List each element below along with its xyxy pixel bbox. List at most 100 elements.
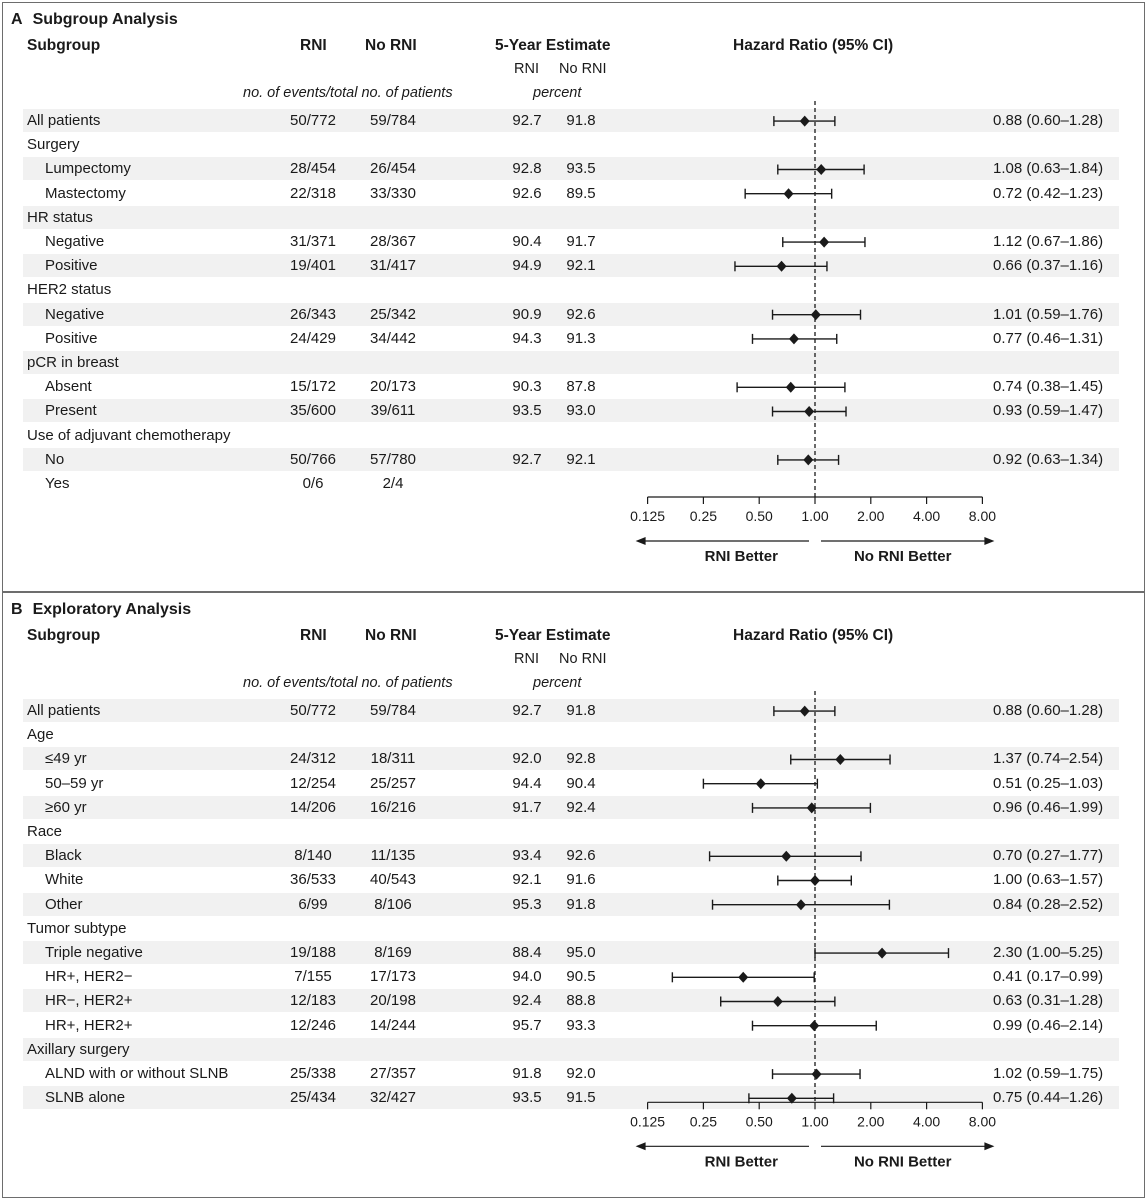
estimate-rni: 94.9 xyxy=(512,257,542,275)
subgroup-label: SLNB alone xyxy=(45,1089,126,1107)
x-tick-label: 0.50 xyxy=(746,1113,773,1129)
estimate-no-rni: 93.3 xyxy=(566,1016,596,1034)
table-row: HR+, HER2+ 12/246 14/244 95.7 93.3 0.99 (0.46… xyxy=(23,1014,1119,1037)
rni-better-label: RNI Better xyxy=(705,548,779,565)
events-note: no. of events/total no. of patients xyxy=(243,675,453,691)
rni-events: 50/766 xyxy=(290,450,336,468)
no-rni-events: 20/198 xyxy=(370,992,416,1010)
subgroup-label: ≥60 yr xyxy=(45,798,87,816)
estimate-rni: 95.7 xyxy=(512,1016,542,1034)
subgroup-label: HR−, HER2+ xyxy=(45,992,133,1010)
subgroup-label: Tumor subtype xyxy=(27,919,127,937)
subgroup-label: Lumpectomy xyxy=(45,160,131,178)
subgroup-label: Black xyxy=(45,847,82,865)
hazard-ratio-point xyxy=(772,996,783,1007)
panel-title: B Exploratory Analysis xyxy=(11,601,191,619)
x-tick-label: 1.00 xyxy=(801,508,828,524)
subgroup-label: Other xyxy=(45,895,83,913)
rni-events: 12/183 xyxy=(290,992,336,1010)
percent-note: percent xyxy=(533,675,582,691)
estimate-rni: 94.0 xyxy=(512,968,542,986)
no-rni-events: 59/784 xyxy=(370,112,416,129)
rni-events: 14/206 xyxy=(290,798,336,816)
estimate-no-rni: 91.5 xyxy=(566,1089,596,1107)
no-rni-events: 33/330 xyxy=(370,184,416,202)
subgroup-label: Mastectomy xyxy=(45,184,126,202)
hazard-ratio-text: 0.88 (0.60–1.28) xyxy=(993,702,1104,719)
hazard-ratio-text: 2.30 (1.00–5.25) xyxy=(993,944,1104,961)
estimate-no-rni: 92.6 xyxy=(566,847,596,865)
x-tick-label: 4.00 xyxy=(913,1113,940,1129)
estimate-rni: 92.7 xyxy=(512,450,542,468)
header-5yr-estimate: 5-Year Estimate xyxy=(495,627,611,644)
panel-title-text: Exploratory Analysis xyxy=(32,601,192,618)
header-no-rni: No RNI xyxy=(365,627,417,644)
no-rni-events: 26/454 xyxy=(370,160,416,178)
table-row: Negative 26/343 25/342 90.9 92.6 1.01 (0.59–1… xyxy=(23,302,1119,326)
x-tick-label: 1.00 xyxy=(801,1113,828,1129)
subgroup-label: Negative xyxy=(45,233,105,250)
panel-subgroup-analysis: A Subgroup Analysis Subgroup RNI No RNI 5… xyxy=(2,2,1145,592)
arrowhead-left xyxy=(635,537,646,545)
table-row: Triple negative 19/188 8/169 88.4 95.0 2.30 (… xyxy=(23,941,1119,964)
estimate-rni: 92.1 xyxy=(512,871,542,889)
x-tick-label: 2.00 xyxy=(857,1113,884,1129)
estimate-rni: 91.8 xyxy=(512,1065,542,1082)
hazard-ratio-point xyxy=(738,971,749,983)
estimate-rni: 90.4 xyxy=(512,233,542,250)
estimate-rni: 92.7 xyxy=(512,702,542,719)
panel-exploratory-analysis: B Exploratory Analysis Subgroup RNI No RN… xyxy=(2,592,1145,1198)
subgroup-label: Positive xyxy=(45,329,98,347)
estimate-rni: 92.6 xyxy=(512,184,542,202)
rni-events: 19/401 xyxy=(290,257,336,275)
x-tick-label: 0.125 xyxy=(630,1113,665,1129)
hazard-ratio-point xyxy=(806,802,817,814)
hazard-ratio-point xyxy=(786,1092,797,1104)
events-note: no. of events/total no. of patients xyxy=(243,85,453,101)
subgroup-label: HR status xyxy=(27,208,93,226)
table-row: Yes 0/6 2/4 xyxy=(23,472,1119,495)
no-rni-events: 25/342 xyxy=(370,305,416,323)
subgroup-label: Triple negative xyxy=(45,944,143,961)
subgroup-label: Absent xyxy=(45,378,92,396)
no-rni-events: 18/311 xyxy=(370,750,416,768)
table-row: ALND with or without SLNB 25/338 27/357 91.… xyxy=(23,1062,1119,1085)
estimate-no-rni: 92.1 xyxy=(566,450,596,468)
hazard-ratio-text: 0.77 (0.46–1.31) xyxy=(993,329,1104,347)
percent-note: percent xyxy=(533,85,582,101)
rni-events: 28/454 xyxy=(290,160,336,178)
hazard-ratio-point xyxy=(803,454,814,466)
table-row: ≤49 yr 24/312 18/311 92.0 92.8 1.37 (0.74–2.5… xyxy=(23,747,1119,771)
subgroup-label: HER2 status xyxy=(27,281,112,299)
x-tick-label: 8.00 xyxy=(969,1113,996,1129)
estimate-no-rni: 95.0 xyxy=(566,944,596,961)
table-row: 50–59 yr 12/254 25/257 94.4 90.4 0.51 (0.25–1… xyxy=(23,772,1119,795)
rni-events: 31/371 xyxy=(290,233,336,250)
table-row: HR−, HER2+ 12/183 20/198 92.4 88.8 0.63 (0.31… xyxy=(23,989,1119,1013)
subgroup-label: No xyxy=(45,450,65,468)
estimate-rni: 95.3 xyxy=(512,895,542,913)
hazard-ratio-point xyxy=(799,705,810,717)
no-rni-events: 14/244 xyxy=(370,1016,416,1034)
arrowhead-left xyxy=(635,1142,646,1151)
header-subgroup: Subgroup xyxy=(27,627,101,644)
no-rni-events: 20/173 xyxy=(370,378,416,396)
estimate-rni: 94.3 xyxy=(512,329,542,347)
hazard-ratio-text: 0.96 (0.46–1.99) xyxy=(993,798,1104,816)
table-row: Tumor subtype xyxy=(23,917,1119,940)
table-row: Other 6/99 8/106 95.3 91.8 0.84 (0.28–2.52) xyxy=(23,892,1119,916)
arrowhead-right xyxy=(984,1142,995,1151)
rni-events: 7/155 xyxy=(294,968,332,986)
no-rni-events: 2/4 xyxy=(382,475,404,492)
hazard-ratio-point xyxy=(781,850,792,862)
rni-events: 12/246 xyxy=(290,1016,336,1034)
hazard-ratio-text: 1.08 (0.63–1.84) xyxy=(993,160,1104,178)
rni-events: 15/172 xyxy=(290,378,336,396)
arrowhead-right xyxy=(984,537,995,545)
hazard-ratio-text: 0.93 (0.59–1.47) xyxy=(993,402,1104,420)
hazard-ratio-point xyxy=(810,875,820,886)
hazard-ratio-point xyxy=(811,1068,822,1080)
rni-events: 25/338 xyxy=(290,1065,336,1082)
rni-events: 35/600 xyxy=(290,402,336,420)
hazard-ratio-text: 1.00 (0.63–1.57) xyxy=(993,871,1104,889)
